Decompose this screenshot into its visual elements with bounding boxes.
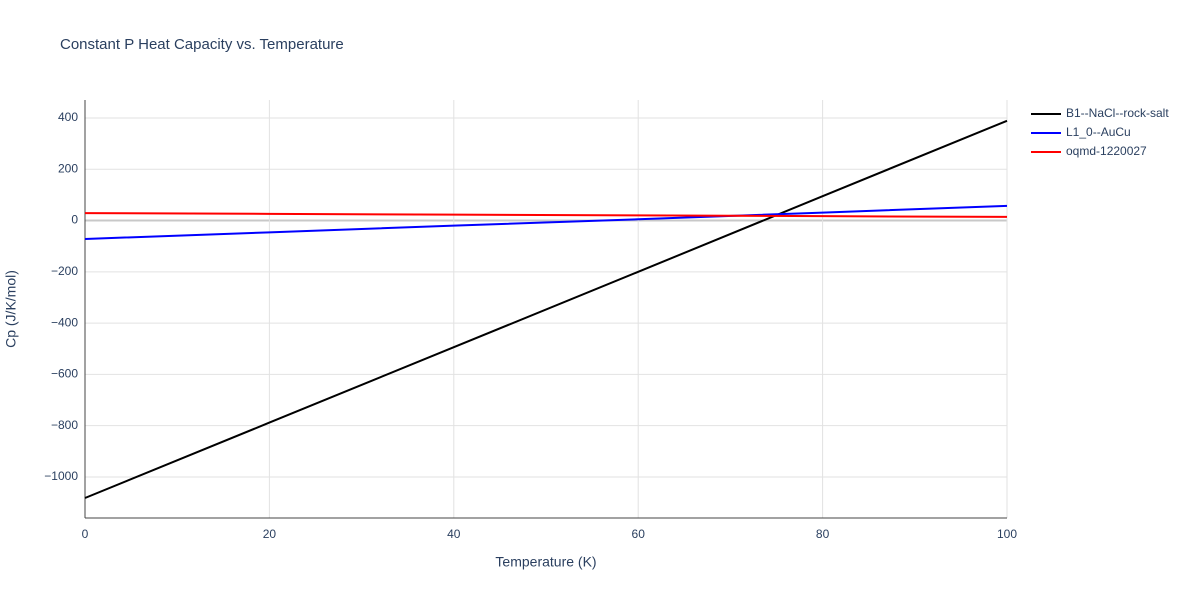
x-tick-label: 0 [82, 527, 89, 541]
y-tick-label: 0 [71, 213, 78, 227]
y-tick-label: 400 [58, 110, 78, 124]
legend-label: oqmd-1220027 [1066, 144, 1147, 158]
chart-title: Constant P Heat Capacity vs. Temperature [60, 36, 344, 53]
x-tick-label: 100 [997, 527, 1017, 541]
x-tick-label: 20 [263, 527, 277, 541]
y-tick-label: −600 [51, 367, 78, 381]
legend-label: L1_0--AuCu [1066, 125, 1131, 139]
series-line [84, 119, 1008, 499]
x-tick-label: 60 [632, 527, 646, 541]
x-tick-label: 80 [816, 527, 830, 541]
y-tick-label: −1000 [44, 469, 78, 483]
x-axis-title: Temperature (K) [495, 554, 596, 570]
x-tick-label: 40 [447, 527, 461, 541]
y-tick-label: −800 [51, 418, 78, 432]
y-tick-label: 200 [58, 161, 78, 175]
y-tick-label: −200 [51, 264, 78, 278]
y-axis-title: Cp (J/K/mol) [3, 270, 19, 348]
y-tick-label: −400 [51, 315, 78, 329]
series-line [84, 204, 1008, 240]
series-line [84, 212, 1008, 218]
legend-label: B1--NaCl--rock-salt [1066, 106, 1169, 120]
